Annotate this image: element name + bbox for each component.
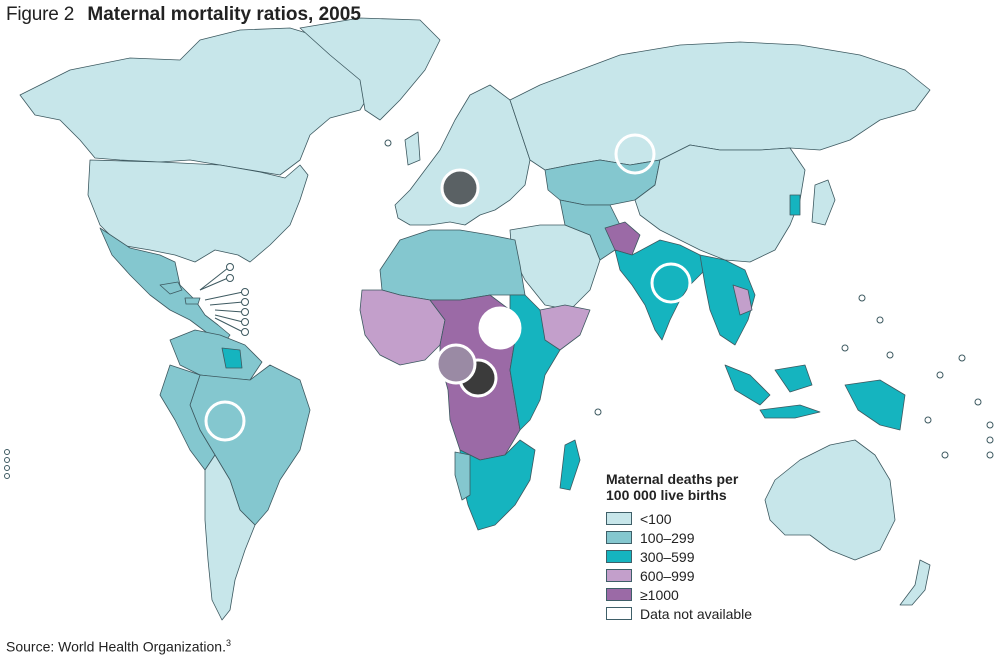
- region-new-zealand: [899, 559, 931, 606]
- legend-label: 600–999: [640, 567, 695, 584]
- legend-label: 100–299: [640, 529, 695, 546]
- pacific-island-markers: [4, 139, 994, 479]
- figure-name: Maternal mortality ratios, 2005: [87, 4, 361, 25]
- figure-label: Figure 2: [6, 4, 75, 25]
- region-southern-cone: [204, 454, 256, 621]
- region-afghanistan: [604, 221, 641, 256]
- legend-item: 100–299: [606, 528, 796, 547]
- region-laos: [732, 284, 753, 316]
- bubble-central-africa-light: [478, 306, 522, 350]
- region-se-asia: [699, 254, 756, 346]
- legend-swatch: [606, 607, 632, 620]
- region-canada: [19, 27, 373, 176]
- region-europe: [394, 84, 531, 226]
- region-japan: [811, 179, 836, 226]
- map-legend: Maternal deaths per 100 000 live births …: [606, 471, 796, 623]
- legend-swatch: [606, 550, 632, 563]
- legend-title-line2: 100 000 live births: [606, 487, 727, 503]
- legend-swatch: [606, 569, 632, 582]
- region-horn-of-africa: [539, 304, 591, 351]
- bubble-central-asia: [614, 133, 656, 175]
- region-china: [634, 144, 806, 263]
- legend-item: ≥1000: [606, 585, 796, 604]
- region-west-africa: [359, 289, 446, 366]
- legend-title-line1: Maternal deaths per: [606, 471, 739, 487]
- bubble-west-africa-mauve: [435, 343, 477, 385]
- legend-swatch: [606, 512, 632, 525]
- region-north-africa: [379, 229, 526, 301]
- bubble-south-america: [204, 400, 246, 442]
- source-ref: 3: [225, 638, 231, 648]
- overlay-bubbles: [204, 133, 692, 442]
- legend-swatch: [606, 588, 632, 601]
- region-guyana: [221, 347, 243, 369]
- legend-title: Maternal deaths per 100 000 live births: [606, 471, 796, 503]
- region-india: [614, 239, 706, 341]
- region-indonesia: [724, 364, 906, 431]
- bubble-india: [650, 262, 692, 304]
- figure-title: Figure 2 Maternal mortality ratios, 2005: [6, 4, 361, 26]
- region-madagascar: [559, 439, 581, 491]
- region-southern-africa: [459, 439, 536, 531]
- bubble-europe: [440, 168, 480, 208]
- legend-item: 300–599: [606, 547, 796, 566]
- region-korea: [789, 194, 801, 216]
- caribbean-callouts: [199, 263, 249, 336]
- legend-label: <100: [640, 510, 672, 527]
- region-greenland: [299, 17, 441, 121]
- legend-item: Data not available: [606, 604, 796, 623]
- legend-swatch: [606, 531, 632, 544]
- source-text: Source: World Health Organization.: [6, 638, 226, 655]
- region-uk: [404, 131, 421, 166]
- legend-label: Data not available: [640, 605, 753, 622]
- legend-item: 600–999: [606, 566, 796, 585]
- legend-label: ≥1000: [640, 586, 679, 603]
- region-namibia: [454, 451, 471, 501]
- legend-label: 300–599: [640, 548, 695, 565]
- legend-item: <100: [606, 509, 796, 528]
- source-note: Source: World Health Organization.3: [6, 638, 231, 655]
- region-caribbean: [159, 281, 201, 305]
- region-australia: [764, 439, 896, 561]
